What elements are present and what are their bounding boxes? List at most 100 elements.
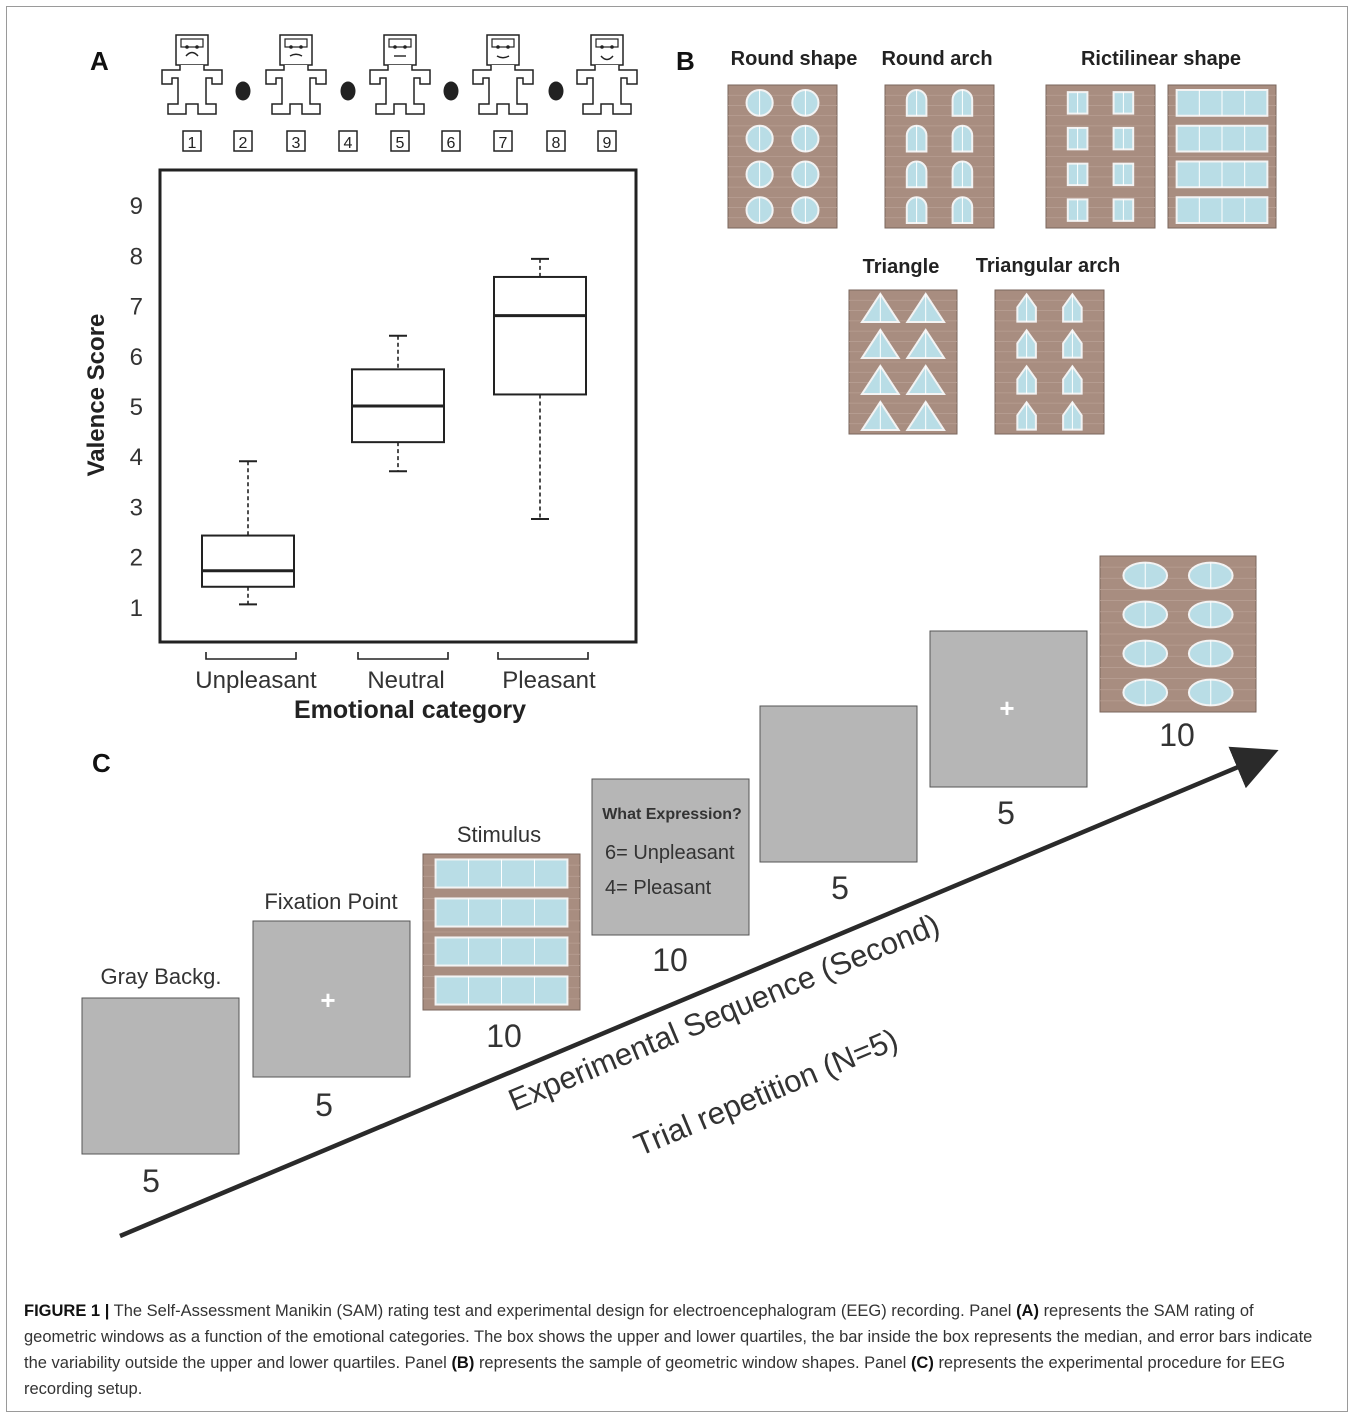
figure-caption: FIGURE 1 | The Self-Assessment Manikin (… [24,1298,1330,1402]
figure-frame [6,6,1348,1412]
caption-ref-c: (C) [910,1354,934,1372]
sam-hair [388,38,412,48]
sam-hair [180,38,204,48]
fixation-point-label: Fixation Point [264,889,397,914]
sam-body [265,65,327,115]
sam-eye [610,45,614,49]
sam-number: 2 [239,135,248,152]
gray-background-label: Gray Backg. [100,964,221,989]
sam-number-box [182,130,202,152]
stimulus-screen [422,853,581,1011]
sam-number: 3 [292,135,301,152]
sam-number-box [390,130,410,152]
category-labels: Unpleasant Neutral Pleasant [195,652,596,694]
question-screen [591,778,750,936]
facade-triangle [848,289,958,435]
duration-fixation: 5 [315,1087,333,1123]
fixation-screen [252,920,411,1078]
sam-mouth [289,53,303,57]
box-iqr [493,275,587,396]
sam-number-box [286,130,306,152]
stimulus-label: Stimulus [457,822,541,847]
sam-number-box [338,130,358,152]
caption-text-3: represents the sample of geometric windo… [478,1354,907,1372]
stimulus-screen-2 [1099,555,1257,713]
stimulus-facade-2 [1099,555,1257,713]
sam-number-box [546,130,566,152]
duration-fixation-2: 5 [997,795,1015,831]
sam-dot [235,81,251,101]
sam-body [472,65,534,115]
facade-triangular-arch [994,289,1105,435]
sam-number: 8 [552,135,561,152]
sam-manikin-figure [265,34,327,115]
sam-body [576,65,638,115]
box-unpleasant [201,460,295,606]
category-label: Neutral [367,667,444,694]
label-rectilinear-shape: Rictilinear shape [1081,48,1241,70]
sam-number: 5 [396,135,405,152]
box-iqr [201,534,295,588]
caption-text-2: represents the SAM rating of geometric w… [24,1302,1313,1372]
sam-eye [289,45,293,49]
sam-dot [548,81,564,101]
y-tick-label: 5 [130,394,143,421]
category-bracket [357,652,449,660]
box-neutral [351,334,445,473]
label-round-arch: Round arch [881,48,992,70]
panel-b-label: B [676,46,695,76]
blank-gray-screen [759,705,918,863]
sam-hair [284,38,308,48]
duration-blank: 5 [831,870,849,906]
facade-round-shape [727,84,838,229]
sam-number: 7 [499,135,508,152]
duration-stimulus: 10 [486,1018,522,1054]
fixation-cross: + [320,985,335,1015]
category-bracket [497,652,589,660]
panel-a-label: A [90,46,109,76]
label-round-shape: Round shape [731,48,858,70]
caption-ref-a: (A) [1016,1302,1039,1320]
sam-eye [299,45,303,49]
y-tick-label: 7 [130,294,143,321]
sam-eye [496,45,500,49]
sam-mouth [496,55,510,59]
sam-dot [443,81,459,101]
fixation-screen-2 [929,630,1088,788]
sam-eye [185,45,189,49]
sequence-arrow [119,746,1279,1239]
sam-eye [195,45,199,49]
caption-lead: FIGURE 1 [24,1302,101,1320]
question-option-unpleasant: 6= Unpleasant [605,842,735,864]
y-tick-label: 1 [130,595,143,622]
fixation-cross-2: + [999,693,1014,723]
duration-stimulus-2: 10 [1159,717,1195,753]
sam-mouth [185,51,199,57]
stimulus-facade [422,853,581,1011]
gray-background-screen [81,997,240,1155]
y-tick-label: 4 [130,444,143,471]
boxplot-boxes [201,257,587,606]
sam-eye [600,45,604,49]
category-label: Unpleasant [195,667,317,694]
duration-gray-background: 5 [142,1163,160,1199]
facade-rectilinear-1 [1045,84,1156,229]
sam-number: 6 [447,135,456,152]
y-tick-label: 3 [130,494,143,521]
sam-manikin-figure [161,34,223,115]
sam-eye [506,45,510,49]
caption-ref-b: (B) [451,1354,475,1372]
sam-eye [393,45,397,49]
y-axis-label: Valence Score [83,314,110,477]
facade-round-arch [884,84,995,229]
caption-separator: | [104,1302,110,1320]
label-triangular-arch: Triangular arch [976,255,1121,277]
sam-eye [403,45,407,49]
sam-number-box [233,130,253,152]
label-triangle: Triangle [863,256,940,278]
caption-text-4: represents the experimental procedure fo… [24,1354,1286,1398]
sam-number: 9 [603,135,612,152]
